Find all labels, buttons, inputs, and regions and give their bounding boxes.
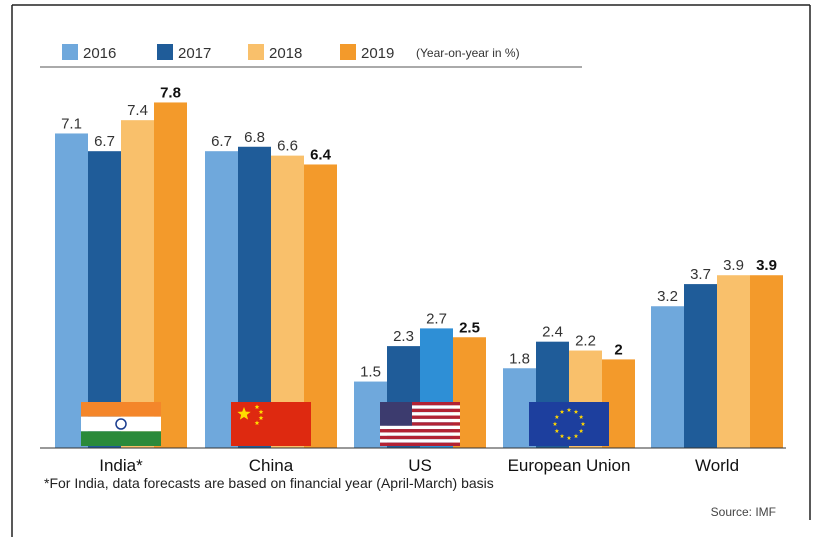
- legend-swatch-2017: [157, 44, 173, 60]
- legend-label-2019: 2019: [361, 45, 394, 62]
- value-label-us-2018: 2.7: [426, 310, 447, 327]
- value-label-india--2019: 7.8: [160, 84, 181, 101]
- legend: 2016 2017 2018 2019 (Year-on-year in %): [62, 44, 520, 62]
- bar-india--2019: [154, 102, 187, 448]
- value-label-india--2017: 6.7: [94, 133, 115, 150]
- bar-world-2017: [684, 284, 717, 448]
- legend-swatch-2019: [340, 44, 356, 60]
- legend-note: (Year-on-year in %): [416, 46, 520, 60]
- value-label-world-2016: 3.2: [657, 288, 678, 305]
- india-flag: [81, 402, 161, 446]
- category-label-european-union: European Union: [508, 456, 631, 475]
- legend-swatch-2016: [62, 44, 78, 60]
- value-label-us-2016: 1.5: [360, 364, 381, 381]
- category-labels: India* China US European Union World: [99, 456, 739, 475]
- source-label: Source: IMF: [711, 505, 776, 519]
- legend-label-2018: 2018: [269, 45, 302, 62]
- bar-world-2016: [651, 306, 684, 448]
- value-label-european-union-2018: 2.2: [575, 333, 596, 350]
- value-label-china-2018: 6.6: [277, 138, 298, 155]
- value-label-china-2016: 6.7: [211, 133, 232, 150]
- eu-flag: [529, 402, 609, 446]
- bar-world-2018: [717, 275, 750, 448]
- value-label-india--2016: 7.1: [61, 115, 82, 132]
- bar-india--2016: [55, 133, 88, 448]
- legend-label-2016: 2016: [83, 45, 116, 62]
- category-label-india-: India*: [99, 456, 143, 475]
- value-label-world-2017: 3.7: [690, 266, 711, 283]
- value-label-world-2019: 3.9: [756, 257, 777, 274]
- value-label-us-2017: 2.3: [393, 328, 414, 345]
- footnote: *For India, data forecasts are based on …: [44, 475, 494, 491]
- category-label-us: US: [408, 456, 432, 475]
- value-label-world-2018: 3.9: [723, 257, 744, 274]
- value-label-european-union-2016: 1.8: [509, 350, 530, 367]
- us-flag: [380, 402, 460, 446]
- category-label-china: China: [249, 456, 294, 475]
- value-label-european-union-2017: 2.4: [542, 324, 563, 341]
- category-label-world: World: [695, 456, 739, 475]
- bars: 7.1 6.7 7.4 7.8 6.7 6.8 6.6 6.4 1.5 2.3 2.7 2.5 1.8 2…: [55, 84, 783, 448]
- value-label-india--2018: 7.4: [127, 102, 148, 119]
- legend-swatch-2018: [248, 44, 264, 60]
- legend-label-2017: 2017: [178, 45, 211, 62]
- value-label-china-2017: 6.8: [244, 129, 265, 146]
- value-label-china-2019: 6.4: [310, 146, 332, 163]
- bar-india--2018: [121, 120, 154, 448]
- value-label-us-2019: 2.5: [459, 319, 480, 336]
- china-flag: [231, 402, 311, 446]
- bar-world-2019: [750, 275, 783, 448]
- value-label-european-union-2019: 2: [614, 341, 622, 358]
- flags: [81, 402, 609, 446]
